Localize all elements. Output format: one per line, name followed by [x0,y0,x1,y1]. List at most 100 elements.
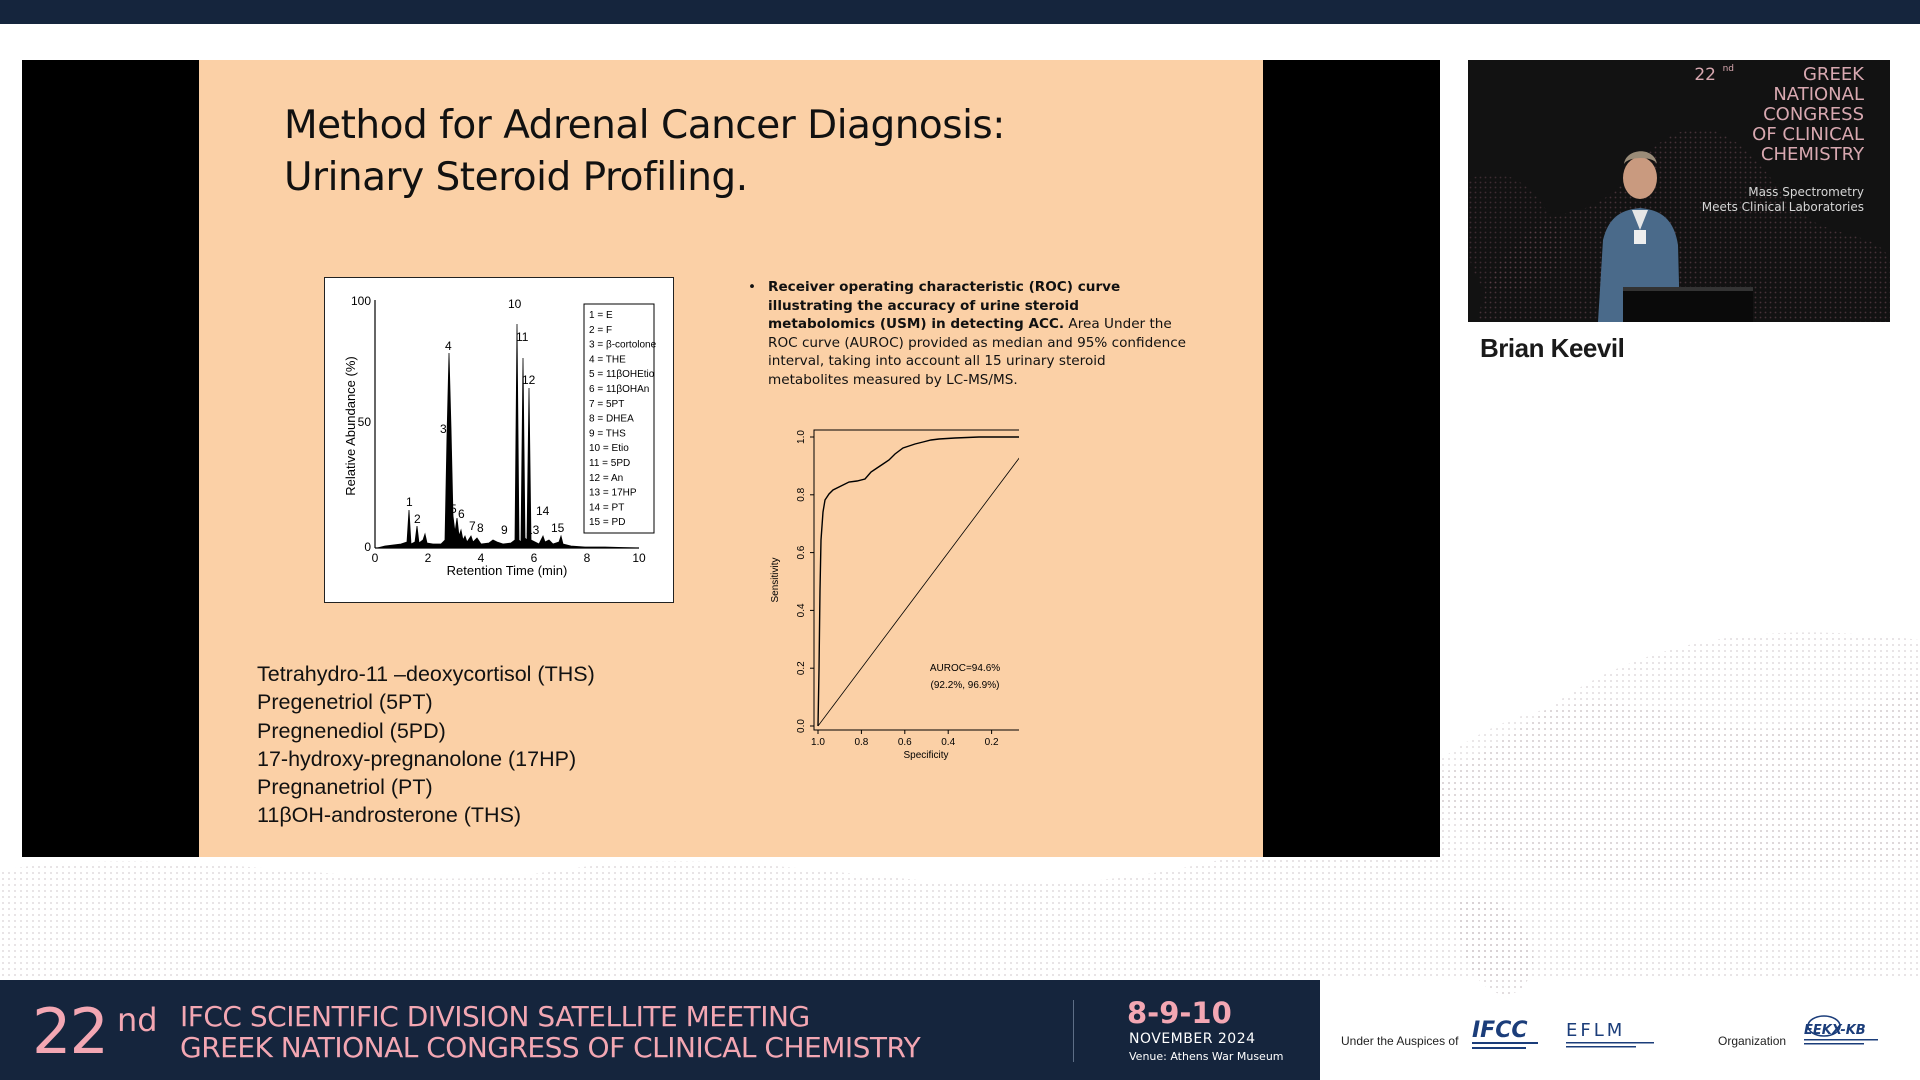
roc-diagonal [817,457,1019,727]
slide-title: Method for Adrenal Cancer Diagnosis: Uri… [284,100,1184,204]
backdrop-number: 22 [1694,65,1716,85]
peak-label: 2 [414,512,421,526]
peak-label: 1 [406,495,413,509]
legend-entry: 8 = DHEA [589,414,634,425]
chroma-x-tick: 10 [632,551,646,565]
backdrop-tagline: Mass Spectrometry [1748,185,1864,199]
backdrop-line: NATIONAL [1773,84,1864,105]
legend-entry: 13 = 17HP [589,488,637,499]
top-bar [0,0,1920,24]
peak-label: 9 [501,523,508,537]
roc-x-tick: 1.0 [811,737,825,748]
banner-venue: Venue: Athens War Museum [1129,1050,1284,1063]
legend-entry: 1 = E [589,310,613,321]
roc-y-ticks: 0.0 0.2 0.4 0.6 0.8 1.0 [796,430,814,733]
roc-x-tick: 0.2 [985,737,999,748]
steroid-list: Tetrahydro-11 –deoxycortisol (THS) Prege… [257,660,595,830]
peak-label: 8 [477,521,484,535]
banner-title-line2: GREEK NATIONAL CONGRESS OF CLINICAL CHEM… [180,1031,921,1064]
slide: Method for Adrenal Cancer Diagnosis: Uri… [199,60,1263,857]
chroma-y-tick: 100 [351,294,371,308]
roc-x-tick: 0.6 [898,737,912,748]
eekx-logo-icon: EEKX-KB [1804,1015,1878,1045]
roc-x-tick: 0.8 [854,737,868,748]
legend-entry: 15 = PD [589,517,625,528]
peak-label: 6 [458,507,465,521]
roc-y-tick: 0.2 [796,661,807,675]
chroma-x-tick: 4 [478,551,485,565]
svg-text:EFLM: EFLM [1566,1020,1625,1041]
chroma-legend-box [583,303,655,534]
banner-month: NOVEMBER 2024 [1129,1031,1256,1047]
auspices-label: Under the Auspices of [1341,1034,1459,1048]
chroma-legend: 1 = E 2 = F 3 = β-cortolone 4 = THE 5 = 11βO… [589,310,657,528]
chroma-x-tick: 6 [531,551,538,565]
svg-text:EEKX-KB: EEKX-KB [1804,1023,1866,1038]
peak-label: 5 [450,502,457,516]
peak-label: 13 [526,523,540,537]
list-item: Pregnanetriol (PT) [257,775,433,800]
legend-entry: 10 = Etio [589,443,629,454]
roc-y-tick: 0.8 [796,487,807,501]
backdrop-line: GREEK [1803,64,1865,85]
legend-entry: 12 = An [589,473,623,484]
conference-banner [0,980,1320,1080]
organization-label: Organization [1718,1034,1787,1048]
backdrop-line: CONGRESS [1763,104,1864,125]
chroma-y-tick: 0 [364,540,371,554]
roc-y-tick: 0.4 [796,603,807,617]
peak-label: 10 [508,297,522,311]
legend-entry: 4 = THE [589,354,626,365]
roc-curve [817,436,1019,727]
chromatogram-plot: 100 50 0 0 2 4 6 8 10 Relative Abundance… [343,294,657,578]
roc-y-label: Sensitivity [770,557,781,602]
banner-suffix: nd [117,1001,158,1039]
chroma-x-tick: 8 [584,551,591,565]
peak-label: 4 [445,339,452,353]
chroma-trace [376,323,640,549]
ifcc-logo-icon: IFCC [1472,1018,1538,1049]
roc-y-tick: 1.0 [796,430,807,444]
eflm-logo-icon: EFLM [1566,1020,1654,1048]
list-item: 17-hydroxy-pregnanolone (17HP) [257,746,577,771]
list-item: Pregenetriol (5PT) [257,690,433,715]
auroc-value: AUROC=94.6% [930,663,1000,674]
peak-label: 3 [440,422,447,436]
backdrop-tagline: Meets Clinical Laboratories [1702,200,1864,214]
legend-entry: 2 = F [589,325,612,336]
chroma-x-label: Retention Time (min) [447,563,568,578]
roc-description-bold: Receiver operating characteristic (ROC) … [768,279,1121,332]
chromatogram-figure: 100 50 0 0 2 4 6 8 10 Relative Abundance… [324,277,674,603]
svg-text:IFCC: IFCC [1472,1018,1528,1043]
roc-description-text: Area Under the ROC curve (AUROC) provide… [768,316,1187,388]
peak-label: 7 [469,519,476,533]
banner-title-line1: IFCC SCIENTIFIC DIVISION SATELLITE MEETI… [180,1000,810,1033]
backdrop-suffix: nd [1723,64,1734,74]
roc-plot-frame [813,429,1019,731]
legend-entry: 3 = β-cortolone [589,340,657,351]
roc-y-tick: 0.0 [796,719,807,733]
backdrop-line: CHEMISTRY [1761,144,1865,165]
chroma-x-tick: 0 [372,551,379,565]
legend-entry: 6 = 11βOHAn [589,384,649,395]
speaker-name: Brian Keevil [1480,333,1625,363]
auroc-ci: (92.2%, 96.9%) [931,680,1000,691]
roc-plot: 0.0 0.2 0.4 0.6 0.8 1.0 1.0 0.8 0.6 0.4 0.2 0.0 Se… [770,429,1019,760]
roc-y-tick: 0.6 [796,545,807,559]
peak-label: 15 [551,521,565,535]
legend-entry: 7 = 5PT [589,399,624,410]
peak-label: 11 [516,330,529,344]
roc-x-ticks: 1.00.80.60.40.20.0 [811,730,999,748]
speaker-video: 22 nd GREEK NATIONAL CONGRESS OF CLINICA… [1468,60,1890,322]
list-item: Pregnenediol (5PD) [257,718,446,743]
bullet-icon: • [748,279,757,295]
legend-entry: 11 = 5PD [589,458,630,469]
peak-label: 14 [536,504,550,518]
roc-x-label: Specificity [903,750,948,760]
speaker-head [1623,157,1657,199]
chroma-y-tick: 50 [358,415,372,429]
chroma-x-tick: 2 [425,551,432,565]
chroma-y-label: Relative Abundance (%) [343,356,358,495]
peak-label: 12 [522,373,536,387]
